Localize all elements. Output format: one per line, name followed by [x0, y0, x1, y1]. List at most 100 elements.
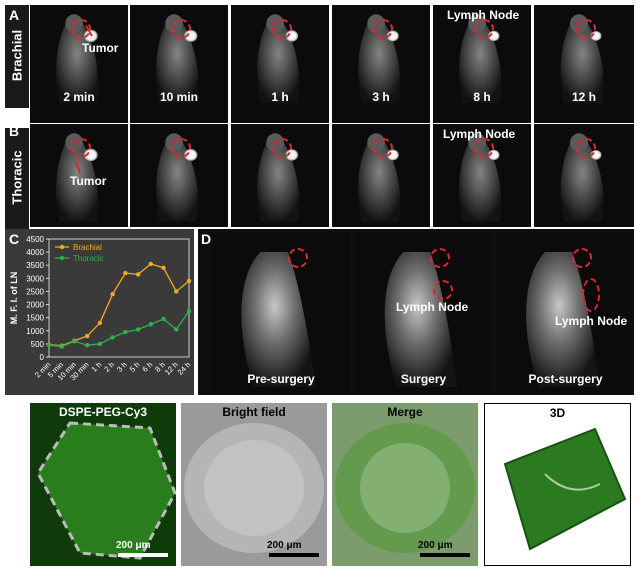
y-tick-label: 0 [40, 353, 45, 362]
series-line-brachial [48, 263, 190, 347]
micrograph-title: DSPE-PEG-Cy3 [58, 405, 148, 419]
surgery-stage-label: Post-surgery [528, 372, 603, 386]
data-point [148, 261, 154, 267]
data-point [161, 265, 166, 271]
micrograph-1: DSPE-PEG-Cy3 200 μm [30, 403, 176, 566]
excised-node-ring [581, 278, 600, 312]
surgery-lymph-node-label: Lymph Node [396, 300, 469, 314]
x-tick-label: 1 h [90, 360, 104, 374]
surgery-frame-2: Lymph Node Surgery [356, 232, 491, 392]
data-point [186, 278, 192, 284]
surgery-frame-1: Pre-surgery [212, 232, 350, 392]
data-point [123, 329, 128, 335]
data-point [174, 327, 179, 332]
panel-letter-c: C [9, 231, 20, 247]
brachial-lymph-node-ring-3 [272, 19, 293, 40]
micrograph-title: 3D [549, 406, 566, 420]
scale-bar-label: 200 μm [418, 540, 453, 551]
data-point [174, 289, 179, 294]
data-point [110, 291, 115, 297]
micrograph-4: 3D [484, 403, 631, 566]
thoracic-frame-1: Tumor [30, 124, 128, 227]
data-point [97, 341, 103, 347]
thoracic-lymph-node-ring-5 [474, 138, 495, 159]
surgery-lymph-node-ring [430, 248, 451, 268]
data-point [148, 322, 154, 327]
thoracic-frame-5: Lymph Node [433, 124, 531, 227]
surgery-stage-label: Pre-surgery [247, 372, 315, 386]
surgery-frame-3: Lymph Node Post-surgery [497, 232, 634, 392]
data-point [59, 344, 64, 349]
y-tick-label: 500 [31, 340, 45, 349]
x-tick-label: 24 h [176, 360, 193, 377]
legend-marker [59, 244, 65, 250]
scale-bar-label: 200 μm [267, 540, 302, 551]
brachial-frame-5: 8 h Lymph Node [433, 5, 531, 123]
data-point [110, 335, 115, 340]
y-tick-label: 4000 [26, 248, 44, 257]
x-tick-label: 6 h [140, 360, 154, 374]
scale-bar [420, 553, 470, 557]
thoracic-frame-4 [332, 124, 430, 227]
surgery-lymph-node-ring [572, 248, 593, 268]
scale-bar-label: 200 μm [116, 540, 151, 551]
y-tick-label: 3500 [26, 261, 44, 270]
thoracic-frame-6 [534, 124, 634, 227]
micrograph-title: Merge [387, 405, 423, 419]
legend-marker [59, 255, 65, 261]
y-tick-label: 2000 [26, 301, 44, 310]
micrograph-title: Bright field [222, 405, 286, 419]
surgery-stage-label: Surgery [400, 372, 447, 386]
data-point [123, 270, 128, 276]
brachial-timepoint-label: 2 min [63, 90, 95, 104]
data-point [46, 343, 52, 348]
legend-label: Brachial [73, 243, 102, 252]
thoracic-lymph-node-ring-1 [71, 138, 92, 159]
thoracic-frame-3 [231, 124, 329, 227]
thoracic-lymph-node-ring-3 [272, 138, 293, 159]
data-point [161, 316, 166, 322]
brachial-timepoint-label: 12 h [571, 90, 596, 104]
data-point [186, 308, 192, 314]
y-tick-label: 1000 [26, 327, 44, 336]
y-axis-label: M. F. I. of LN [9, 272, 19, 325]
brachial-frame-2: 10 min [130, 5, 228, 123]
brachial-timepoint-label: 10 min [159, 90, 198, 104]
series-line-thoracic [48, 310, 190, 348]
data-point [97, 320, 103, 326]
data-point [84, 343, 90, 348]
micrograph-2: Bright field 200 μm [181, 403, 327, 566]
brachial-lymph-node-ring-4 [373, 19, 394, 40]
thoracic-lymph-node-ring-2 [171, 138, 192, 159]
thoracic-lymph-node-ring-4 [373, 138, 394, 159]
row-label-brachial: Brachial [9, 29, 25, 82]
row-label-thoracic: Thoracic [9, 150, 25, 205]
panel-letter-a: A [9, 7, 20, 23]
data-point [135, 327, 141, 332]
brachial-tumor-label: Tumor [82, 41, 119, 55]
brachial-timepoint-label: 8 h [473, 90, 491, 104]
brachial-timepoint-label: 1 h [271, 90, 289, 104]
brachial-frame-3: 1 h [231, 5, 329, 123]
y-tick-label: 1500 [26, 314, 44, 323]
x-tick-label: 5 h [128, 360, 142, 374]
y-tick-label: 3000 [26, 274, 44, 283]
brachial-lymph-node-label: Lymph Node [447, 8, 520, 22]
brachial-frame-1: 2 min Tumor [30, 5, 128, 123]
scale-bar [118, 553, 168, 557]
brachial-lymph-node-ring-1 [71, 19, 92, 40]
data-point [72, 339, 77, 344]
x-tick-label: 3 h [115, 360, 129, 374]
x-tick-label: 2 h [102, 360, 116, 374]
y-tick-label: 2500 [26, 287, 44, 296]
excised-node-ring [432, 280, 453, 300]
panel-letter-d: D [201, 231, 212, 247]
panel-letter-e: E [9, 401, 19, 417]
y-tick-label: 4500 [26, 235, 44, 244]
brachial-frame-6: 12 h [534, 5, 634, 123]
row-label-box-thoracic [5, 128, 29, 230]
surgery-lymph-node-ring [287, 248, 308, 268]
chart-panel [5, 229, 194, 395]
brachial-lymph-node-ring-2 [171, 19, 192, 40]
